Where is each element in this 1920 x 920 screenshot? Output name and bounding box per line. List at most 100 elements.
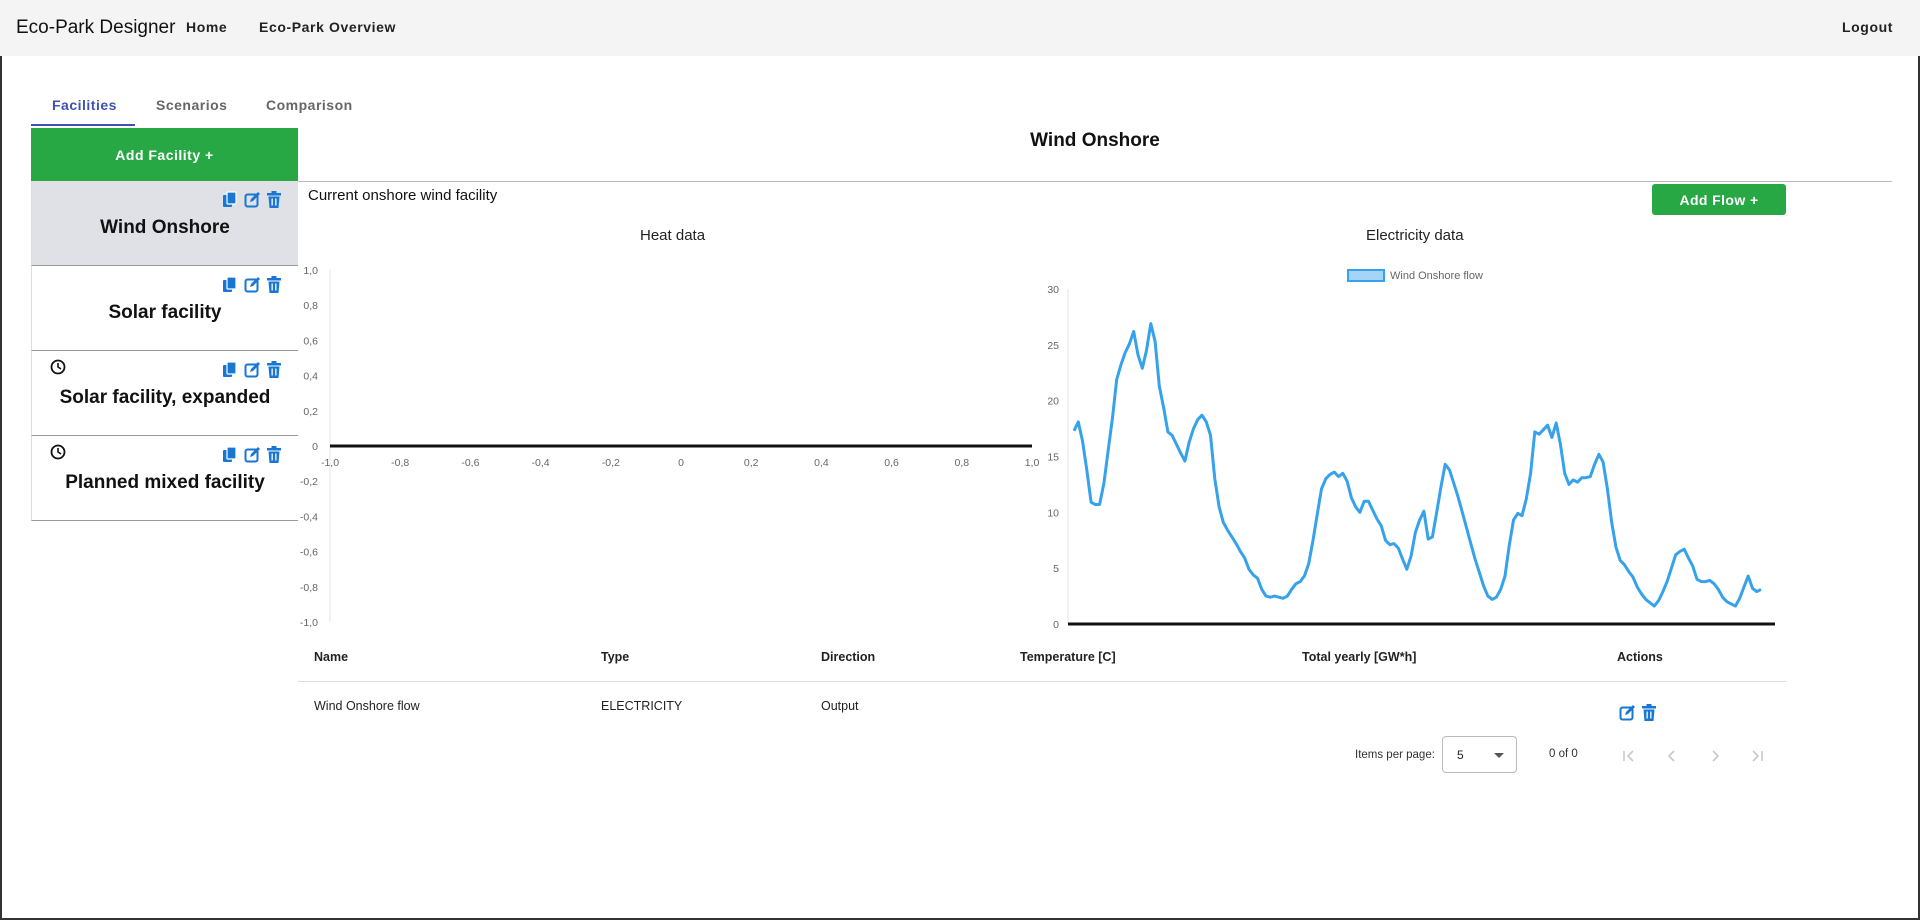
edit-icon[interactable] [244,361,260,379]
y-tick-label: 5 [1053,563,1059,575]
edit-icon[interactable] [1619,704,1635,722]
facility-name: Planned mixed facility [65,472,265,493]
y-tick-label: 0,8 [303,300,318,312]
x-tick-label: -0,6 [461,457,479,469]
heat-chart: 1,0 0,8 0,6 0,4 0,2 0 -0,2 -0,4 -0,6 -0,8 -1,0 -1,0… [300,265,1040,629]
facility-actions [222,361,282,379]
clock-icon [50,444,66,460]
edit-icon[interactable] [244,191,260,209]
facility-item-planned-mixed[interactable]: Planned mixed facility [31,436,298,521]
table-header-divider [298,681,1786,682]
y-tick-label: 0 [312,441,318,453]
y-tick-label: 30 [1047,284,1059,296]
heat-chart-title: Heat data [640,227,706,244]
edit-icon[interactable] [244,276,260,294]
active-tab-indicator [31,124,135,126]
clock-icon [50,359,66,375]
y-tick-label: 0,2 [303,406,318,418]
facility-name: Solar facility [108,302,222,323]
col-header-temperature: Temperature [C] [1020,650,1116,664]
page-range-label: 0 of 0 [1549,748,1578,760]
chevron-down-icon [1494,753,1504,758]
legend-label: Wind Onshore flow [1390,270,1483,282]
y-tick-label: 25 [1047,340,1059,352]
tab-scenarios[interactable]: Scenarios [156,97,228,113]
y-tick-label: 20 [1047,396,1059,408]
delete-icon[interactable] [266,361,282,379]
nav-home-link[interactable]: Home [186,19,228,35]
y-tick-label: -0,4 [300,511,318,523]
wind-onshore-flow-line [1072,322,1762,608]
x-tick-label: 0,2 [744,457,759,469]
nav-overview-link[interactable]: Eco-Park Overview [259,19,397,35]
last-page-icon[interactable] [1746,744,1770,768]
facility-name: Wind Onshore [100,217,230,238]
x-tick-label: -0,4 [532,457,550,469]
col-header-total-yearly: Total yearly [GW*h] [1302,650,1417,664]
copy-icon[interactable] [222,276,238,294]
x-tick-label: -1,0 [321,457,339,469]
y-tick-label: -0,2 [300,476,318,488]
y-tick-label: -0,6 [300,547,318,559]
x-tick-label: 0,8 [954,457,969,469]
delete-icon[interactable] [266,191,282,209]
y-tick-label: 10 [1047,507,1059,519]
row-actions [1619,704,1657,722]
tab-facilities[interactable]: Facilities [52,97,117,113]
y-tick-label: 0 [1053,619,1059,631]
add-flow-button[interactable]: Add Flow + [1652,184,1786,215]
delete-icon[interactable] [1641,704,1657,722]
top-navbar: Eco-Park Designer Home Eco-Park Overview… [0,0,1920,56]
copy-icon[interactable] [222,446,238,464]
facility-actions [222,446,282,464]
facility-name: Solar facility, expanded [59,387,271,408]
y-tick-label: -0,8 [300,582,318,594]
logout-link[interactable]: Logout [1842,19,1894,35]
electricity-chart-title: Electricity data [1366,227,1464,244]
y-tick-label: 0,4 [303,371,318,383]
x-tick-label: -0,8 [391,457,409,469]
x-tick-label: 0 [678,457,684,469]
page-size-value: 5 [1457,748,1464,762]
delete-icon[interactable] [266,276,282,294]
cell-type: ELECTRICITY [601,699,683,713]
facility-item-solar[interactable]: Solar facility [31,266,298,351]
x-tick-label: 0,6 [884,457,899,469]
cell-name: Wind Onshore flow [314,699,420,713]
x-tick-label: 0,4 [814,457,829,469]
facility-actions [222,191,282,209]
y-tick-label: 1,0 [303,265,318,277]
delete-icon[interactable] [266,446,282,464]
facility-title: Wind Onshore [1030,130,1160,151]
items-per-page-label: Items per page: [1355,749,1435,761]
previous-page-icon[interactable] [1660,744,1684,768]
facility-item-solar-expanded[interactable]: Solar facility, expanded [31,351,298,436]
col-header-type: Type [601,650,630,664]
y-tick-label: -1,0 [300,617,318,629]
title-divider [298,181,1892,182]
facility-actions [222,276,282,294]
col-header-actions: Actions [1617,650,1663,664]
facility-item-wind-onshore[interactable]: Wind Onshore [31,181,298,266]
first-page-icon[interactable] [1616,744,1640,768]
legend-swatch [1347,269,1385,282]
x-tick-label: -0,2 [602,457,620,469]
next-page-icon[interactable] [1703,744,1727,768]
edit-icon[interactable] [244,446,260,464]
add-facility-button[interactable]: Add Facility + [31,128,298,181]
brand-title[interactable]: Eco-Park Designer [16,17,176,38]
cell-direction: Output [821,699,859,713]
facility-description: Current onshore wind facility [308,187,498,204]
copy-icon[interactable] [222,191,238,209]
y-tick-label: 0,6 [303,335,318,347]
facility-list: Wind Onshore Solar facility Solar facili… [31,181,298,521]
col-header-name: Name [314,650,349,664]
y-tick-label: 15 [1047,452,1059,464]
electricity-chart: 30 25 20 15 10 5 0 Wind Onshore flow [1047,269,1775,631]
page-size-select[interactable]: 5 [1442,736,1517,773]
copy-icon[interactable] [222,361,238,379]
x-tick-label: 1,0 [1025,457,1040,469]
tab-comparison[interactable]: Comparison [266,97,353,113]
col-header-direction: Direction [821,650,876,664]
